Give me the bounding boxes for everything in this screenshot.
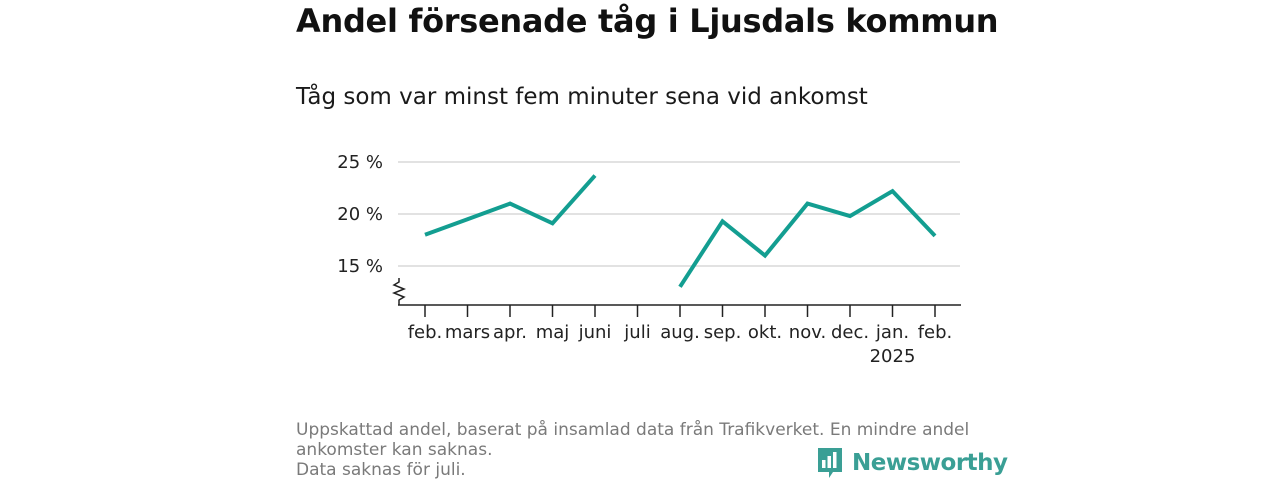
chart-footer: Uppskattad andel, baserat på insamlad da… xyxy=(296,420,996,480)
x-tick-label: jan. xyxy=(875,322,909,343)
x-tick-label: dec. xyxy=(831,322,869,343)
x-tick-label: mars xyxy=(445,322,490,343)
x-year-label: 2025 xyxy=(870,346,916,367)
x-tick-label: sep. xyxy=(704,322,742,343)
x-tick-label: feb. xyxy=(918,322,953,343)
x-tick-label: nov. xyxy=(789,322,826,343)
y-tick-label: 15 % xyxy=(337,256,383,277)
axis-break-icon xyxy=(391,278,407,305)
y-axis-labels: 15 % 20 % 25 % xyxy=(337,152,383,277)
x-axis: feb. mars apr. maj juni juli aug. sep. okt. nov. d… xyxy=(391,278,961,367)
footer-note-2: ankomster kan saknas. xyxy=(296,440,493,460)
chart-title: Andel försenade tåg i Ljusdals kommun xyxy=(296,2,999,40)
bar-chart-speech-icon xyxy=(818,448,842,478)
newsworthy-logo[interactable]: Newsworthy xyxy=(816,446,1008,480)
chart-subtitle: Tåg som var minst fem minuter sena vid a… xyxy=(296,84,868,110)
x-tick-label: feb. xyxy=(408,322,443,343)
x-tick-label: okt. xyxy=(748,322,782,343)
brand-name: Newsworthy xyxy=(852,450,1008,476)
line-chart: 15 %20 %25 % feb. mars apr. maj juni juli aug.… xyxy=(337,152,961,367)
gridlines xyxy=(398,161,960,267)
x-tick-label: maj xyxy=(536,322,570,343)
x-tick-label: juni xyxy=(578,322,612,343)
x-tick-label: juli xyxy=(623,322,650,343)
series-line xyxy=(424,174,597,237)
y-tick-label: 25 % xyxy=(337,152,383,173)
x-tick-label: apr. xyxy=(493,322,527,343)
footer-note-1: Uppskattad andel, baserat på insamlad da… xyxy=(296,420,970,440)
data-series xyxy=(424,174,937,288)
footer-note-3: Data saknas för juli. xyxy=(296,460,466,480)
x-tick-label: aug. xyxy=(660,322,700,343)
series-line xyxy=(678,188,937,288)
y-tick-label: 20 % xyxy=(337,204,383,225)
